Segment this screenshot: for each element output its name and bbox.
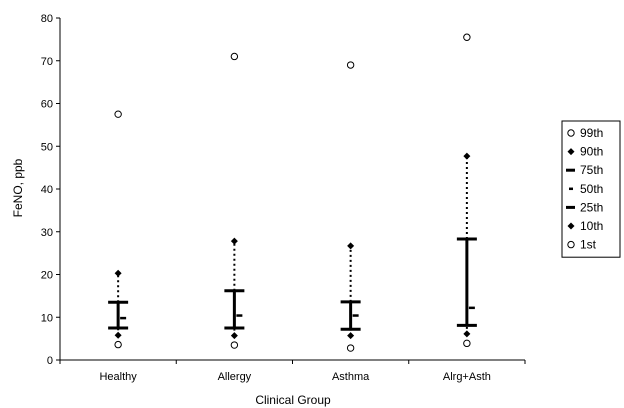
axes: 0 10 20 30 40 50 60 70 80 Healthy Allergy Asthma Alr… xyxy=(41,13,526,383)
legend-label: 1st xyxy=(580,238,597,252)
y-tick-label: 10 xyxy=(41,312,53,324)
legend-marker xyxy=(567,222,575,230)
x-tick-label: Asthma xyxy=(332,371,370,383)
x-axis-title: Clinical Group xyxy=(255,393,331,407)
p90-mark xyxy=(347,242,355,250)
box-group xyxy=(224,52,245,349)
p10-mark xyxy=(230,332,238,340)
box-group xyxy=(456,33,477,348)
y-tick-label: 60 xyxy=(41,99,53,111)
legend-label: 75th xyxy=(580,163,603,177)
p1-mark xyxy=(346,344,355,352)
box-group xyxy=(108,110,129,349)
legend-label: 50th xyxy=(580,182,603,196)
p1-mark xyxy=(230,341,239,349)
legend-label: 10th xyxy=(580,219,603,233)
legend-label: 90th xyxy=(580,145,603,159)
y-tick-label: 20 xyxy=(41,270,53,282)
p90-mark xyxy=(114,269,122,277)
legend-label: 25th xyxy=(580,200,603,214)
x-tick-label: Alrg+Asth xyxy=(443,371,491,383)
legend-marker xyxy=(567,129,575,137)
p99-mark xyxy=(463,33,471,41)
p1-mark xyxy=(463,339,471,348)
p1-mark xyxy=(114,340,122,349)
y-axis-title: FeNO, ppb xyxy=(11,158,25,217)
p10-mark xyxy=(114,331,122,339)
p99-mark xyxy=(230,52,239,61)
x-tick-label: Allergy xyxy=(218,371,252,383)
y-tick-label: 50 xyxy=(41,141,53,153)
y-tick-label: 40 xyxy=(41,184,53,196)
legend: 99th 90th 75th 50th 25th 10th 1st xyxy=(561,120,621,258)
y-tick-label: 80 xyxy=(41,13,53,25)
legend-marker xyxy=(567,148,575,156)
p10-mark xyxy=(347,332,355,340)
p90-mark xyxy=(463,152,471,160)
legend-label: 99th xyxy=(580,126,603,140)
plot-area xyxy=(108,33,477,352)
legend-marker xyxy=(567,240,575,249)
p90-mark xyxy=(230,237,238,245)
box-group xyxy=(340,61,361,352)
p99-mark xyxy=(346,61,355,69)
x-tick-label: Healthy xyxy=(99,371,137,383)
p10-mark xyxy=(463,330,471,338)
y-tick-label: 30 xyxy=(41,227,53,239)
y-tick-label: 70 xyxy=(41,56,53,68)
y-tick-label: 0 xyxy=(47,355,53,367)
p99-mark xyxy=(114,110,122,118)
